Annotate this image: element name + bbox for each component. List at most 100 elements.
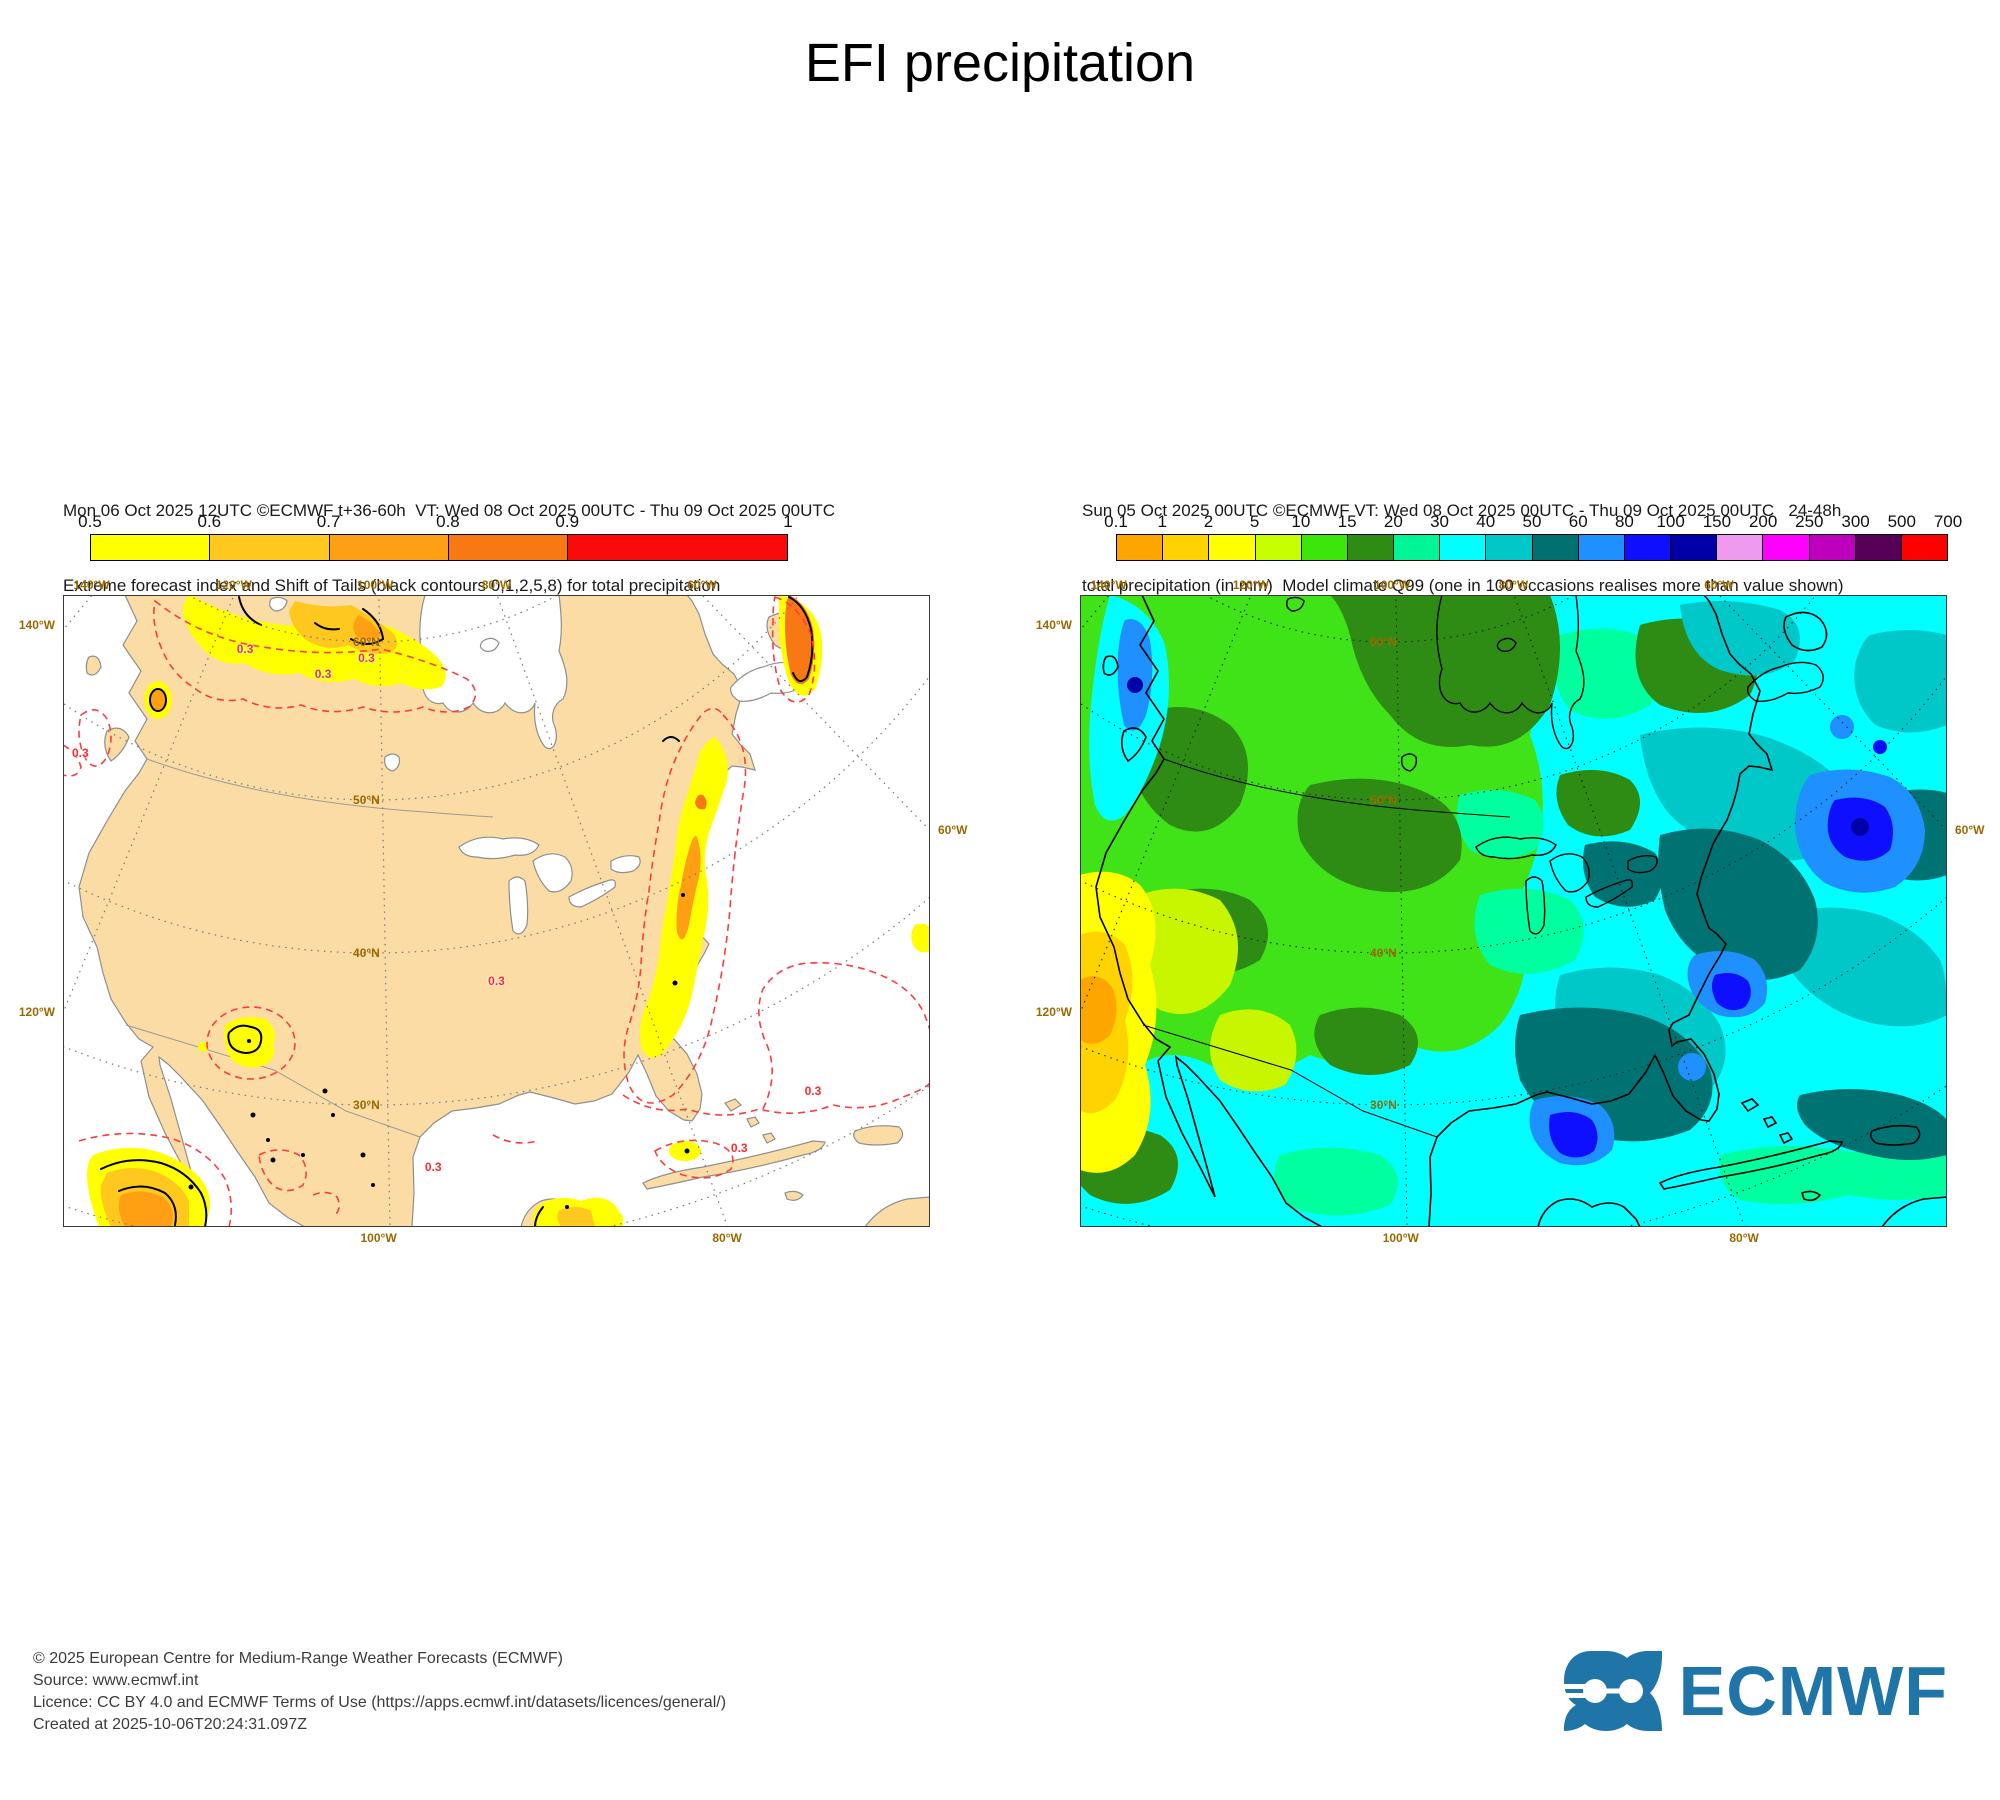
legend-segment	[1671, 535, 1718, 560]
lat-label: 60°N	[1370, 634, 1397, 649]
legend-segment	[1578, 535, 1625, 560]
lon-label: 120°W	[18, 1005, 55, 1020]
contour-label: 0.3	[314, 667, 332, 681]
legend-segment	[1117, 535, 1164, 560]
lon-label: 100°W	[1382, 1231, 1419, 1245]
contour-label: 0.3	[804, 1084, 822, 1099]
legend-tick-label: 0.1	[1104, 512, 1128, 531]
lon-label: 80°W	[1498, 578, 1529, 592]
legend-segment	[1209, 535, 1256, 560]
legend-tick-label: 300	[1841, 512, 1870, 531]
legend-tick-label: 1	[1157, 512, 1167, 531]
lon-label: 80°W	[481, 578, 512, 592]
lat-label: 30°N	[1370, 1098, 1397, 1113]
red-dashed-contours	[63, 595, 930, 1227]
legend-segment	[1301, 535, 1348, 560]
lat-label: 40°N	[1370, 946, 1397, 961]
legend-tick-label: 5	[1249, 512, 1260, 531]
legend-tick-label: 700	[1933, 512, 1963, 531]
legend-tick-label: 250	[1795, 512, 1824, 531]
legend-segment	[1763, 535, 1810, 560]
lon-label: 100°W	[1374, 578, 1411, 592]
legend-tick-label: 15	[1337, 512, 1357, 531]
lon-label: 120°W	[215, 578, 252, 592]
contour-label: 0.3	[424, 1159, 442, 1174]
legend-tick-label: 100	[1656, 512, 1685, 531]
legend-tick-label: 200	[1748, 512, 1778, 531]
efi-legend: 0.5 0.6 0.7 0.8 0.9 1	[78, 512, 793, 561]
footer-source: Source: www.ecmwf.int	[33, 1672, 199, 1689]
precip-legend-bar	[1116, 534, 1948, 561]
efi-map: 140°W 120°W 100°W 80°W 60°W 140°W 120°W …	[19, 578, 968, 1245]
legend-segment	[1809, 535, 1856, 560]
ecmwf-logo-icon	[1560, 1651, 1662, 1731]
lat-label: 40°N	[353, 946, 380, 961]
lon-label: 100°W	[360, 1231, 397, 1245]
legend-tick-label: 0.9	[555, 512, 580, 531]
lon-label: 80°W	[1729, 1231, 1759, 1245]
legend-tick-label: 0.7	[316, 512, 341, 531]
lon-label: 60°W	[1704, 578, 1734, 592]
legend-tick-label: 40	[1476, 512, 1496, 531]
legend-tick-label: 10	[1291, 512, 1311, 531]
contour-label: 0.3	[71, 746, 89, 760]
lon-label: 60°W	[1955, 823, 1985, 838]
legend-segment	[1486, 535, 1533, 560]
footer-copyright: © 2025 European Centre for Medium-Range …	[33, 1650, 563, 1667]
legend-segment	[91, 535, 211, 560]
legend-segment	[448, 535, 569, 560]
footer: © 2025 European Centre for Medium-Range …	[33, 1648, 726, 1736]
legend-segment	[1163, 535, 1210, 560]
precip-map: 140°W 120°W 100°W 80°W 60°W 140°W 120°W …	[1036, 578, 1985, 1245]
legend-segment	[1717, 535, 1764, 560]
legend-segment	[1855, 535, 1902, 560]
legend-segment	[1347, 535, 1395, 560]
left-map-header-line2: Extreme forecast index and Shift of Tail…	[63, 576, 721, 595]
legend-tick-label: 500	[1887, 512, 1916, 531]
lat-label: 50°N	[1370, 792, 1397, 807]
legend-segment	[329, 535, 449, 560]
legend-tick-label: 30	[1430, 512, 1450, 531]
legend-segment	[1624, 535, 1672, 560]
legend-tick-label: 1	[783, 512, 793, 531]
legend-tick-label: 2	[1203, 512, 1214, 531]
ecmwf-logo: ECMWF	[1560, 1648, 1948, 1734]
black-specks	[188, 893, 690, 1209]
precip-legend: 0.1 1 2 5 10 15 20 30 40 50 60 80 100 150 200 250 300 500…	[1104, 512, 1962, 561]
precip-map-art	[1080, 595, 1947, 1227]
contour-label: 0.3	[730, 1141, 748, 1155]
right-map-header-line2: total precipitation (in mm) Model climat…	[1082, 576, 1844, 595]
lon-label: 140°W	[1090, 578, 1127, 592]
legend-tick-label: 0.6	[197, 512, 222, 531]
lon-label: 140°W	[1035, 617, 1072, 632]
legend-segment	[1901, 535, 1948, 560]
lat-label: 30°N	[353, 1098, 380, 1113]
left-map-header-line1: Mon 06 Oct 2025 12UTC ©ECMWF t+36-60h VT…	[63, 501, 836, 520]
lon-label: 120°W	[1035, 1005, 1072, 1020]
footer-created: Created at 2025-10-06T20:24:31.097Z	[33, 1716, 307, 1733]
page-title: EFI precipitation	[804, 33, 1196, 93]
lon-label: 120°W	[1232, 578, 1269, 592]
lon-label: 140°W	[18, 617, 55, 632]
legend-tick-label: 80	[1614, 512, 1634, 531]
legend-tick-label: 20	[1383, 512, 1403, 531]
legend-tick-label: 0.5	[78, 512, 102, 531]
lat-label: 60°N	[353, 634, 380, 649]
lon-label: 80°W	[712, 1231, 742, 1245]
lon-label: 140°W	[73, 578, 110, 592]
lon-label: 60°W	[687, 578, 717, 592]
legend-tick-label: 150	[1702, 512, 1732, 531]
contour-label: 0.3	[488, 973, 505, 988]
lat-label: 50°N	[353, 792, 380, 807]
legend-segment	[210, 535, 330, 560]
efi-legend-labels: 0.5 0.6 0.7 0.8 0.9 1	[78, 512, 793, 534]
legend-segment	[1440, 535, 1487, 560]
legend-segment	[568, 535, 788, 560]
legend-segment	[1255, 535, 1302, 560]
footer-licence: Licence: CC BY 4.0 and ECMWF Terms of Us…	[33, 1694, 727, 1711]
legend-tick-label: 60	[1568, 512, 1588, 531]
legend-segment	[1394, 535, 1441, 560]
precip-legend-labels: 0.1 1 2 5 10 15 20 30 40 50 60 80 100 150 200 250 300 500…	[1104, 512, 1962, 534]
legend-tick-label: 50	[1522, 512, 1542, 531]
legend-segment	[1532, 535, 1579, 560]
